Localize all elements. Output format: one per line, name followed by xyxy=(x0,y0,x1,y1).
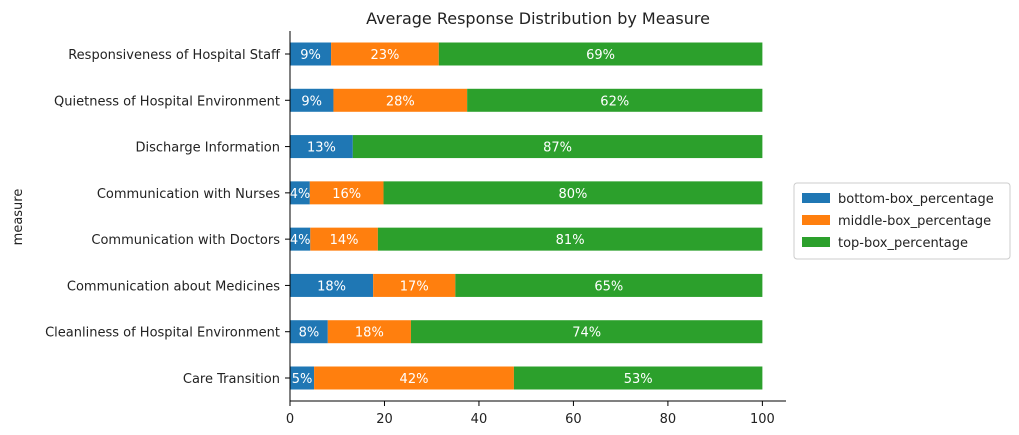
bar-segment xyxy=(327,320,411,344)
legend-swatch xyxy=(802,215,830,225)
bar-segment xyxy=(377,227,763,251)
bar-segment xyxy=(513,366,763,390)
category-label: Cleanliness of Hospital Environment xyxy=(45,326,280,341)
bar-segment xyxy=(290,273,374,297)
bar-segment xyxy=(410,320,763,344)
bar-segment xyxy=(467,88,763,112)
bar-segment xyxy=(352,135,763,159)
bar-value-label: 9% xyxy=(301,94,322,109)
bar-value-label: 18% xyxy=(317,279,346,294)
category-label: Communication with Doctors xyxy=(91,233,280,248)
chart-title: Average Response Distribution by Measure xyxy=(366,9,710,28)
bar-value-label: 13% xyxy=(307,141,336,156)
bars-group: 9% 23% 69% 9% 28% 62% 13% 87% 4% 16% 80% 4% 14% 81% 18… xyxy=(290,42,763,390)
legend-swatch xyxy=(802,193,830,203)
bar-value-label: 53% xyxy=(624,372,653,387)
category-label: Responsiveness of Hospital Staff xyxy=(68,48,281,63)
x-tick-label: 20 xyxy=(376,412,393,427)
bar-value-label: 8% xyxy=(299,326,320,341)
y-axis-title: measure xyxy=(11,189,26,246)
bar-value-label: 81% xyxy=(556,233,585,248)
bar-value-label: 74% xyxy=(572,326,601,341)
bar-value-label: 28% xyxy=(386,94,415,109)
x-tick-label: 0 xyxy=(286,412,294,427)
bar-value-label: 16% xyxy=(332,187,361,202)
bar-value-label: 62% xyxy=(600,94,629,109)
legend-label: middle-box_percentage xyxy=(838,214,991,229)
bar-segment xyxy=(455,273,763,297)
bar-value-label: 23% xyxy=(370,48,399,63)
bar-value-label: 65% xyxy=(594,279,623,294)
bar-value-label: 4% xyxy=(290,187,311,202)
bar-value-label: 4% xyxy=(290,233,311,248)
bar-value-label: 80% xyxy=(559,187,588,202)
bar-value-label: 18% xyxy=(355,326,384,341)
bar-segment xyxy=(290,227,311,251)
bar-segment xyxy=(290,181,310,205)
bar-segment xyxy=(314,366,514,390)
legend: bottom-box_percentage middle-box_percenta… xyxy=(793,182,1011,260)
bar-segment xyxy=(373,273,456,297)
bar-segment xyxy=(383,181,763,205)
legend-swatch xyxy=(802,237,830,247)
category-label: Quietness of Hospital Environment xyxy=(54,94,280,109)
bar-value-label: 17% xyxy=(400,279,429,294)
bar-value-label: 42% xyxy=(400,372,429,387)
bar-segment xyxy=(438,42,763,66)
category-label: Care Transition xyxy=(183,372,280,387)
legend-box xyxy=(793,182,1011,260)
bar-value-label: 14% xyxy=(330,233,359,248)
bar-segment xyxy=(290,320,328,344)
bar-segment xyxy=(290,135,353,159)
bar-segment xyxy=(310,227,378,251)
category-label: Communication with Nurses xyxy=(97,187,280,202)
bar-segment xyxy=(290,88,334,112)
category-label: Discharge Information xyxy=(136,141,281,156)
category-labels: Responsiveness of Hospital Staff Quietnes… xyxy=(45,48,290,387)
x-tick-label: 80 xyxy=(660,412,677,427)
category-label: Communication about Medicines xyxy=(67,279,280,294)
bar-segment xyxy=(331,42,439,66)
bar-segment xyxy=(290,366,315,390)
legend-label: bottom-box_percentage xyxy=(838,192,994,207)
bar-value-label: 87% xyxy=(543,141,572,156)
legend-label: top-box_percentage xyxy=(838,236,968,251)
bar-value-label: 9% xyxy=(300,48,321,63)
x-tick-label: 100 xyxy=(750,412,775,427)
bar-segment xyxy=(309,181,384,205)
x-tick-label: 60 xyxy=(565,412,582,427)
bar-segment xyxy=(290,42,332,66)
x-axis-ticks: 0 20 40 60 80 100 xyxy=(286,401,775,427)
bar-segment xyxy=(333,88,468,112)
bar-value-label: 69% xyxy=(586,48,615,63)
bar-value-label: 5% xyxy=(292,372,313,387)
x-tick-label: 40 xyxy=(471,412,488,427)
